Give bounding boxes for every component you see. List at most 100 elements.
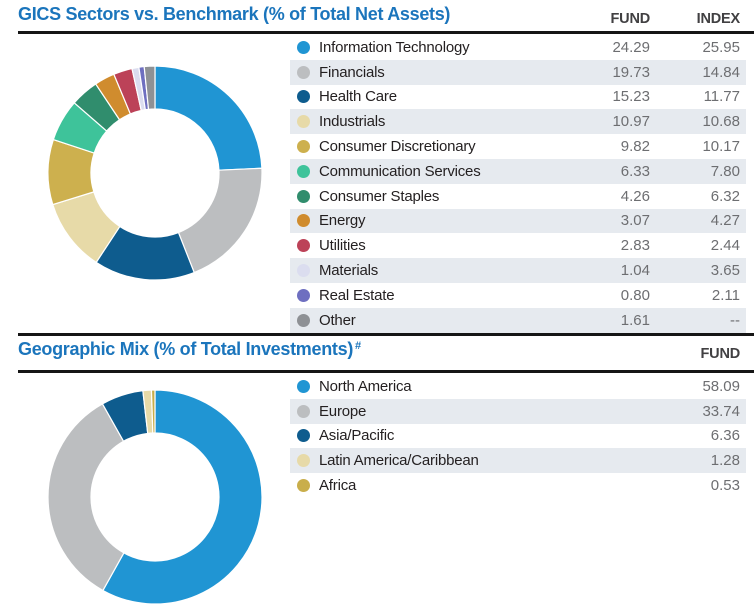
- index-value: 11.77: [703, 88, 740, 106]
- donut-slice-information-technology: [154, 65, 263, 171]
- legend-row-real-estate: Real Estate 0.80 2.11: [290, 283, 746, 308]
- legend-row-consumer-discretionary: Consumer Discretionary 9.82 10.17: [290, 134, 746, 159]
- real-estate-bullet-icon: [297, 288, 310, 302]
- legend-label: Energy: [319, 212, 366, 230]
- index-value: 2.44: [710, 237, 740, 255]
- fund-column-header: FUND: [700, 346, 741, 362]
- health-care-bullet-icon: [297, 90, 310, 104]
- legend-label: Consumer Staples: [319, 187, 440, 205]
- africa-bullet-icon: [297, 479, 310, 493]
- index-value: 10.17: [702, 138, 740, 156]
- fund-value: 3.07: [620, 212, 650, 230]
- other-bullet-icon: [297, 313, 310, 327]
- legend-label: North America: [319, 377, 412, 395]
- section-divider: [18, 333, 754, 336]
- communication-services-bullet-icon: [297, 164, 310, 178]
- fund-value: 33.74: [702, 402, 740, 420]
- fund-column-header: FUND: [610, 11, 651, 27]
- legend-label: Industrials: [319, 113, 386, 131]
- index-value: 4.27: [710, 212, 740, 230]
- geographic-section-header: Geographic Mix (% of Total Investments) #…: [18, 339, 754, 367]
- donut-slice-europe: [47, 402, 125, 592]
- legend-row-industrials: Industrials 10.97 10.68: [290, 109, 746, 135]
- information-technology-bullet-icon: [297, 40, 310, 54]
- legend-label: Health Care: [319, 88, 397, 106]
- fund-value: 0.53: [710, 477, 740, 495]
- gics-section-header: GICS Sectors vs. Benchmark (% of Total N…: [18, 4, 754, 32]
- donut-slice-north-america: [102, 389, 263, 605]
- index-value: 7.80: [710, 162, 740, 180]
- geographic-donut-chart: [47, 389, 263, 605]
- fund-value: 6.36: [710, 427, 740, 445]
- legend-row-other: Other 1.61 --: [290, 307, 746, 333]
- legend-label: Financials: [319, 63, 385, 81]
- utilities-bullet-icon: [297, 239, 310, 253]
- north-america-bullet-icon: [297, 379, 310, 393]
- legend-row-latin-america-caribbean: Latin America/Caribbean 1.28: [290, 448, 746, 474]
- asia-pacific-bullet-icon: [297, 429, 310, 443]
- industrials-bullet-icon: [297, 115, 310, 129]
- fund-value: 24.29: [612, 38, 650, 56]
- geographic-legend: North America 58.09 Europe 33.74 Asia/Pacifi…: [290, 374, 746, 498]
- legend-row-europe: Europe 33.74: [290, 398, 746, 424]
- gics-sector-legend: Information Technology 24.29 25.95 Financia…: [290, 35, 746, 333]
- legend-row-energy: Energy 3.07 4.27: [290, 208, 746, 234]
- legend-label: Europe: [319, 402, 367, 420]
- legend-row-information-technology: Information Technology 24.29 25.95: [290, 35, 746, 60]
- consumer-discretionary-bullet-icon: [297, 140, 310, 154]
- fund-value: 19.73: [612, 63, 650, 81]
- gics-sector-donut-chart: [47, 65, 263, 281]
- legend-row-utilities: Utilities 2.83 2.44: [290, 233, 746, 258]
- legend-label: Utilities: [319, 237, 366, 255]
- donut-slice-other: [143, 65, 156, 110]
- legend-label: Other: [319, 311, 356, 329]
- fund-value: 10.97: [612, 113, 650, 131]
- materials-bullet-icon: [297, 264, 310, 278]
- legend-row-consumer-staples: Consumer Staples 4.26 6.32: [290, 184, 746, 209]
- legend-label: Communication Services: [319, 162, 481, 180]
- section-divider: [18, 31, 754, 34]
- index-value: 25.95: [702, 38, 740, 56]
- energy-bullet-icon: [297, 214, 310, 228]
- legend-row-asia-pacific: Asia/Pacific 6.36: [290, 424, 746, 449]
- donut-slice-financials: [177, 167, 263, 274]
- index-value: 14.84: [702, 63, 740, 81]
- consumer-staples-bullet-icon: [297, 189, 310, 203]
- index-value: 3.65: [710, 262, 740, 280]
- legend-label: Asia/Pacific: [319, 427, 395, 445]
- index-value: 10.68: [702, 113, 740, 131]
- europe-bullet-icon: [297, 404, 310, 418]
- legend-label: Africa: [319, 477, 357, 495]
- legend-label: Real Estate: [319, 286, 395, 304]
- index-value: 6.32: [710, 187, 740, 205]
- fund-value: 2.83: [620, 237, 650, 255]
- fund-value: 15.23: [612, 88, 650, 106]
- fund-value: 1.28: [710, 452, 740, 470]
- latin-america-caribbean-bullet-icon: [297, 454, 310, 468]
- fund-value: 0.80: [620, 286, 650, 304]
- gics-section-title: GICS Sectors vs. Benchmark (% of Total N…: [18, 4, 451, 24]
- index-value: --: [730, 311, 740, 329]
- section-divider: [18, 370, 754, 373]
- footnote-hash-marker: #: [355, 339, 362, 352]
- fund-value: 1.61: [620, 311, 650, 329]
- financials-bullet-icon: [297, 65, 310, 79]
- legend-label: Consumer Discretionary: [319, 138, 476, 156]
- donut-slice-africa: [150, 389, 156, 434]
- fund-value: 9.82: [620, 138, 650, 156]
- fund-value: 6.33: [620, 162, 650, 180]
- fund-value: 1.04: [620, 262, 650, 280]
- legend-row-communication-services: Communication Services 6.33 7.80: [290, 158, 746, 184]
- legend-label: Materials: [319, 262, 379, 280]
- legend-row-financials: Financials 19.73 14.84: [290, 59, 746, 85]
- fund-value: 4.26: [620, 187, 650, 205]
- legend-row-north-america: North America 58.09: [290, 374, 746, 399]
- legend-row-africa: Africa 0.53: [290, 473, 746, 498]
- fund-value: 58.09: [702, 377, 740, 395]
- legend-row-health-care: Health Care 15.23 11.77: [290, 85, 746, 110]
- index-value: 2.11: [711, 286, 740, 304]
- index-column-header: INDEX: [696, 11, 741, 27]
- geographic-section-title: Geographic Mix (% of Total Investments): [18, 339, 354, 359]
- legend-row-materials: Materials 1.04 3.65: [290, 258, 746, 283]
